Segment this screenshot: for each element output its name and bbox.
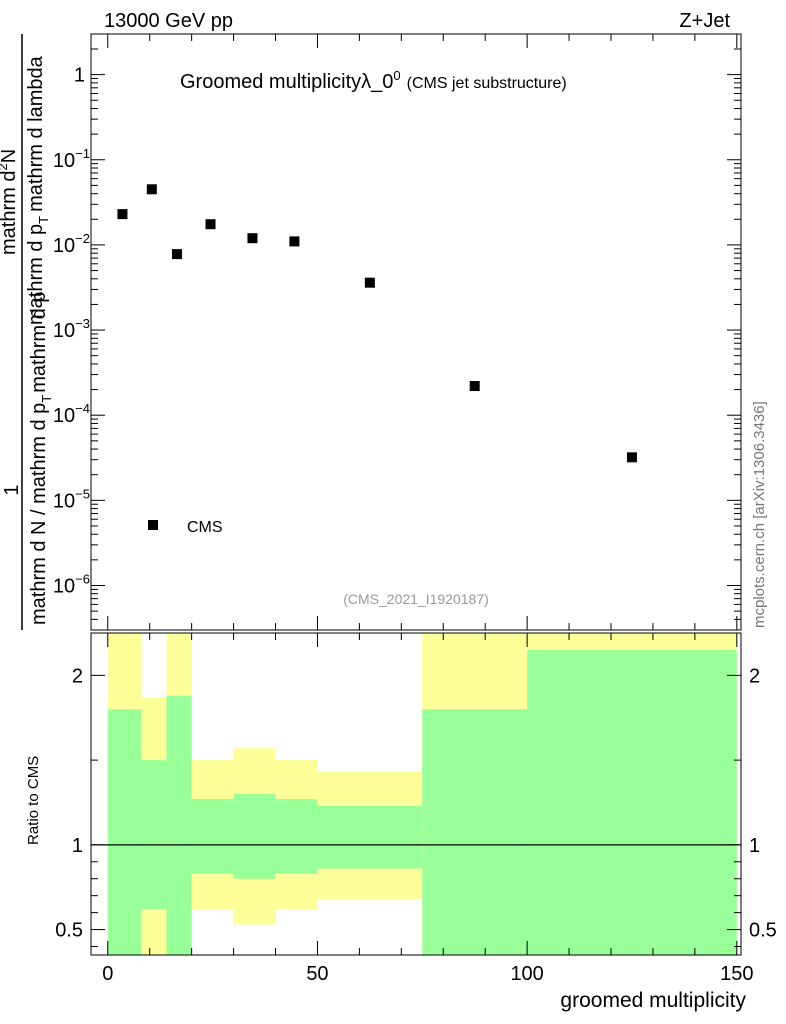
cms-data-point	[146, 184, 157, 195]
cms-data-point	[469, 381, 480, 392]
ylabel-num: mathrm d	[0, 171, 20, 255]
main-title-symbol: λ_0	[361, 71, 393, 93]
ratio-xtick-label: 150	[720, 963, 753, 985]
ylabel-num-tail: N	[0, 149, 20, 163]
side-credit: mcplots.cern.ch [arXiv:1306.3436]	[751, 401, 768, 628]
ratio-ytick-label: 0.5	[55, 920, 83, 942]
ylabel-lower: mathrm d N / mathrm d pTmathrm d p	[28, 292, 54, 625]
cms-data-point	[626, 452, 637, 463]
ratio-xlabel: groomed multiplicity	[560, 989, 746, 1012]
cms-data-point	[171, 249, 182, 260]
main-ytick-label: 1	[74, 65, 85, 87]
ylabel-den: mathrm d N / mathrm d p	[28, 403, 50, 625]
header-left: 13000 GeV pp	[104, 10, 233, 32]
ylabel-den-sub: T	[39, 395, 54, 403]
ratio-ytick-label: 1	[72, 835, 83, 857]
analysis-id: (CMS_2021_I1920187)	[343, 591, 489, 607]
ratio-band-inner	[422, 709, 528, 955]
ratio-ytick-label-right: 2	[749, 665, 760, 687]
ratio-xtick-label: 0	[102, 963, 113, 985]
cms-data-point	[205, 219, 216, 230]
main-title-note: (CMS jet substructure)	[407, 75, 567, 92]
main-ytick-label: 10−4	[53, 401, 90, 427]
ratio-band-inner	[107, 709, 142, 955]
cms-data-point	[117, 209, 128, 220]
legend-marker	[148, 520, 158, 530]
ratio-xtick-label: 50	[306, 963, 328, 985]
main-ytick-label: 10−3	[53, 316, 90, 342]
ratio-band-inner	[527, 649, 737, 955]
ratio-band-inner	[166, 695, 192, 955]
main-title: Groomed multiplicityλ_00 (CMS jet substru…	[180, 68, 567, 93]
ratio-ytick-label-right: 1	[749, 835, 760, 857]
ylabel-num-sup: 2	[0, 163, 10, 170]
main-ytick-label: 10−2	[53, 231, 90, 257]
main-title-text: Groomed multiplicity	[180, 71, 361, 93]
cms-data-point	[247, 233, 258, 244]
ylabel-den-tail: mathrm d p	[28, 292, 50, 393]
main-ytick-label: 10−1	[53, 146, 90, 172]
main-frame	[90, 33, 742, 631]
cms-data-point	[289, 236, 300, 247]
ylabel-lam: mathrm d lambda	[25, 55, 47, 211]
ratio-band-inner	[275, 799, 318, 874]
ratio-band-inner	[317, 805, 423, 869]
ratio-xtick-label: 100	[510, 963, 543, 985]
ylabel-mid-sub: T	[36, 216, 51, 224]
ratio-band-inner	[233, 794, 276, 879]
cms-data-point	[364, 277, 375, 288]
ratio-band-inner	[141, 760, 167, 910]
ratio-ytick-label: 2	[72, 665, 83, 687]
main-ytick-label: 10−6	[53, 571, 90, 597]
ratio-frame	[90, 632, 742, 956]
header-right: Z+Jet	[679, 10, 730, 32]
ylabel-mid-text: mathrm d p	[25, 224, 47, 325]
main-title-sup: 0	[393, 68, 400, 83]
ratio-band-inner	[191, 799, 234, 874]
ylabel-mid: mathrm d pTmathrm d lambda	[25, 55, 51, 325]
legend-label: CMS	[187, 519, 223, 536]
ylabel-one: 1	[1, 484, 23, 495]
ratio-ytick-label-right: 0.5	[749, 920, 777, 942]
ylabel-upper: mathrm d2N	[0, 149, 20, 255]
main-ytick-label: 10−5	[53, 486, 90, 512]
main-ylabel: 1 mathrm d N / mathrm d pTmathrm d p mat…	[0, 34, 54, 630]
ratio-ylabel: Ratio to CMS	[25, 756, 42, 845]
